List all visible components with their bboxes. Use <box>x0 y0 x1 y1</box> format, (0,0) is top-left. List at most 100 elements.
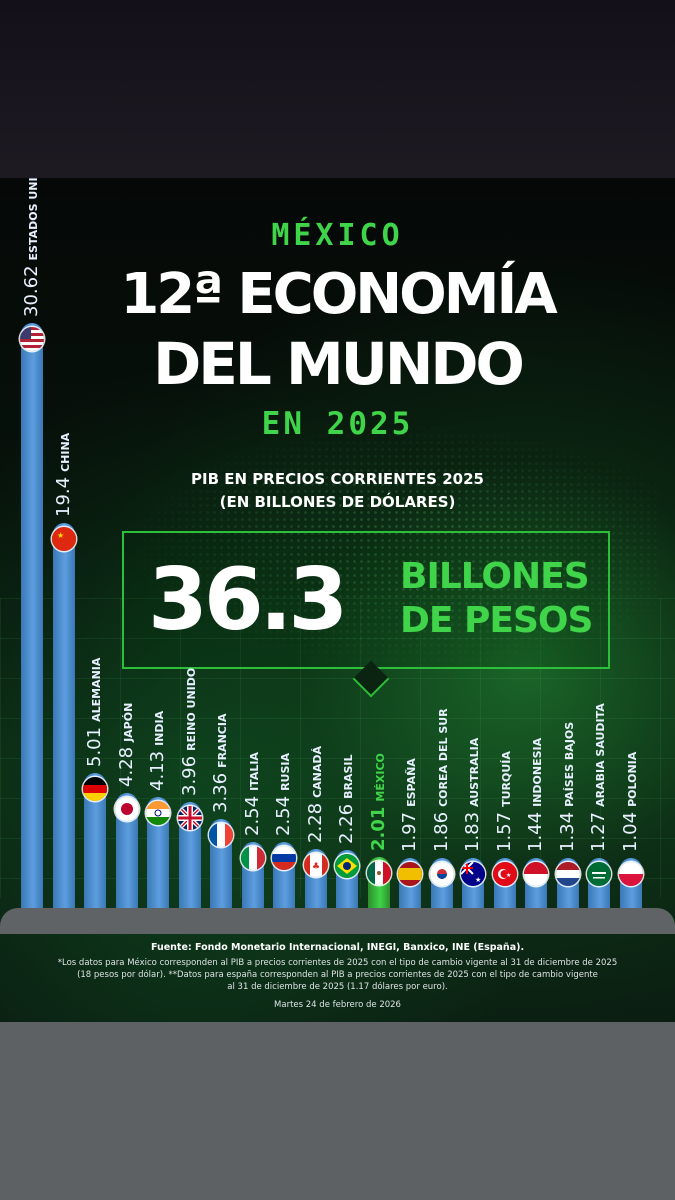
callout-unit-line2: DE PESOS <box>400 600 593 641</box>
category-label: BRASIL <box>342 754 355 799</box>
sa-flag-icon <box>587 862 611 886</box>
gb-flag-icon <box>177 806 202 831</box>
world-map-dots <box>120 418 660 678</box>
kr-flag-icon <box>429 862 454 886</box>
value-label: 3.36 <box>210 772 231 813</box>
bar-label: 3.36 FRANCIA <box>210 713 231 812</box>
category-label: RUSIA <box>279 752 292 791</box>
bar-label: 1.34 PAÍSES BAJOS <box>557 722 578 852</box>
value-label: 19.4 <box>52 476 74 517</box>
au-flag-icon: ★ <box>461 862 485 886</box>
value-label: 3.96 <box>178 756 200 797</box>
category-label: MÉXICO <box>373 752 387 802</box>
jp-flag-icon <box>114 797 139 822</box>
callout-value: 36.3 <box>148 550 348 650</box>
pl-flag-icon <box>618 862 643 886</box>
value-label: 5.01 <box>84 726 105 767</box>
bar-india <box>147 797 169 913</box>
de-flag-icon <box>83 776 107 801</box>
bar-label: 1.83 AUSTRALIA <box>462 738 483 852</box>
us-flag-icon <box>20 327 44 351</box>
category-label: CANADÁ <box>310 746 324 799</box>
year-label: EN 2025 <box>261 406 414 442</box>
bar-label: 1.04 POLONIA <box>620 752 641 852</box>
svg-text:♣: ♣ <box>312 862 320 872</box>
value-label: 30.62 <box>21 265 42 317</box>
callout-box <box>122 531 610 669</box>
category-label: ARABIA SAUDITA <box>594 703 607 807</box>
value-label: 2.28 <box>304 803 326 844</box>
value-label: 2.54 <box>241 795 263 836</box>
value-label: 1.34 <box>556 811 578 852</box>
category-label: PAÍSES BAJOS <box>562 721 576 807</box>
bar-label: 2.26 BRASIL <box>336 754 357 843</box>
category-label: INDIA <box>153 711 166 747</box>
category-label: JAPÓN <box>121 702 135 743</box>
category-label: POLONIA <box>625 751 639 807</box>
footnote-line3: al 31 de diciembre de 2025 (1.17 dólares… <box>227 982 448 992</box>
bar-label: 4.13 INDIA <box>147 711 168 791</box>
nl-flag-icon <box>555 862 580 886</box>
top-letterbox <box>0 0 675 178</box>
country-label: MÉXICO <box>271 218 404 253</box>
ru-flag-icon <box>272 845 296 870</box>
bottom-letterbox <box>0 1022 675 1200</box>
category-label: INDONESIA <box>531 737 544 807</box>
category-label: ITALIA <box>247 751 261 791</box>
footnote-line1: *Los datos para México corresponden al P… <box>57 958 618 968</box>
category-label: REINO UNIDO <box>184 667 198 752</box>
fr-flag-icon <box>209 822 233 847</box>
headline-line1: 12ª ECONOMÍA <box>120 262 557 327</box>
tr-flag-icon: ★ <box>492 862 517 886</box>
value-label: 2.26 <box>336 803 357 844</box>
bar-label: 2.01 MÉXICO <box>368 753 389 851</box>
background-grid <box>0 598 675 898</box>
id-flag-icon <box>524 862 548 886</box>
value-label: 4.28 <box>115 747 137 788</box>
chart-title: PIB EN PRECIOS CORRIENTES 2025 <box>191 470 484 488</box>
bar-alemania <box>84 772 106 913</box>
it-flag-icon <box>240 845 265 870</box>
bar-label: 2.28 CANADÁ <box>305 746 326 843</box>
category-label: ALEMANIA <box>90 657 103 722</box>
chart-unit: (EN BILLONES DE DÓLARES) <box>219 493 456 511</box>
bar-chart: 30.62 ESTADOS UNIDOS ★ 19.4 CHINA 5.01 ALEMANI… <box>0 178 675 1022</box>
mx-flag-icon <box>366 860 391 885</box>
bar-label: 1.27 ARABIA SAUDITA <box>588 703 609 852</box>
category-label: AUSTRALIA <box>468 737 481 807</box>
bar-label: 3.96 REINO UNIDO <box>179 668 200 796</box>
category-label: CHINA <box>58 432 72 472</box>
footnote-line2: (18 pesos por dólar). **Datos para españ… <box>77 970 598 980</box>
date-text: Martes 24 de febrero de 2026 <box>274 1000 401 1010</box>
svg-text:★: ★ <box>506 872 511 879</box>
value-label: 1.27 <box>588 811 609 852</box>
bar-label: 4.28 JAPÓN <box>116 703 137 787</box>
bar-label: 1.97 ESPAÑA <box>399 758 420 852</box>
in-flag-icon <box>146 801 170 826</box>
bar-label: 1.86 COREA DEL SUR <box>431 708 452 852</box>
br-flag-icon <box>335 853 359 878</box>
bar-estados-unidos <box>21 323 43 913</box>
ca-flag-icon: ♣ <box>303 853 328 878</box>
value-label: 4.13 <box>147 751 168 792</box>
value-label: 1.86 <box>430 811 452 852</box>
category-label: COREA DEL SUR <box>436 708 450 807</box>
category-label: FRANCIA <box>216 713 229 768</box>
bar-label: 30.62 ESTADOS UNIDOS <box>21 178 42 317</box>
svg-text:★: ★ <box>57 531 64 540</box>
value-label: 1.83 <box>462 811 483 852</box>
svg-text:★: ★ <box>475 876 481 884</box>
category-label: ESPAÑA <box>405 758 418 807</box>
bar-china <box>52 523 75 913</box>
cn-flag-icon: ★ <box>51 527 76 551</box>
bar-label: 1.44 INDONESIA <box>525 738 546 852</box>
value-label: 2.54 <box>273 795 294 836</box>
bar-label: 2.54 RUSIA <box>273 753 294 836</box>
bar-label: 5.01 ALEMANIA <box>84 657 105 766</box>
bar-label: 1.57 TURQUÍA <box>494 751 515 852</box>
headline-line2: DEL MUNDO <box>153 330 525 398</box>
bar-reino-unido <box>178 802 201 913</box>
category-label: TURQUÍA <box>499 751 513 807</box>
infographic: MÉXICO 12ª ECONOMÍA DEL MUNDO EN 2025 PI… <box>0 178 675 1022</box>
callout-unit-line1: BILLONES <box>400 556 590 597</box>
